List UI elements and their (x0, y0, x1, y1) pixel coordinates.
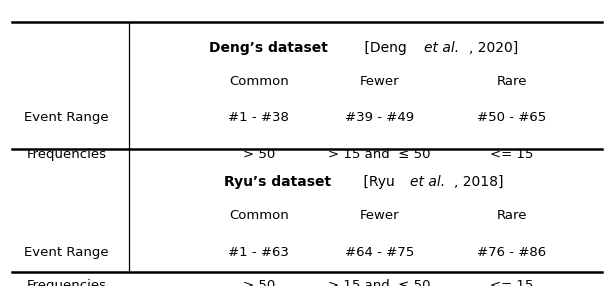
Text: #1 - #38: #1 - #38 (228, 111, 289, 124)
Text: Fewer: Fewer (359, 75, 399, 88)
Text: , 2020]: , 2020] (468, 41, 518, 55)
Text: Event Range: Event Range (24, 111, 109, 124)
Text: > 15 and  ≤ 50: > 15 and ≤ 50 (328, 148, 430, 161)
Text: [Deng: [Deng (360, 41, 411, 55)
Text: Fewer: Fewer (359, 209, 399, 223)
Text: , 2018]: , 2018] (454, 175, 503, 189)
Text: > 50: > 50 (243, 279, 275, 286)
Text: #39 - #49: #39 - #49 (344, 111, 414, 124)
Text: <= 15: <= 15 (490, 148, 534, 161)
Text: > 50: > 50 (243, 148, 275, 161)
Text: Frequencies: Frequencies (26, 148, 106, 161)
Text: Ryu’s dataset: Ryu’s dataset (223, 175, 331, 189)
Text: Common: Common (229, 75, 289, 88)
Text: Event Range: Event Range (24, 246, 109, 259)
Text: #1 - #63: #1 - #63 (228, 246, 289, 259)
Text: #50 - #65: #50 - #65 (477, 111, 546, 124)
Text: Common: Common (229, 209, 289, 223)
Text: #76 - #86: #76 - #86 (477, 246, 546, 259)
Text: <= 15: <= 15 (490, 279, 534, 286)
Text: Frequencies: Frequencies (26, 279, 106, 286)
Text: Rare: Rare (496, 209, 527, 223)
Text: et al.: et al. (410, 175, 445, 189)
Text: #64 - #75: #64 - #75 (344, 246, 414, 259)
Text: > 15 and  ≤ 50: > 15 and ≤ 50 (328, 279, 430, 286)
Text: Rare: Rare (496, 75, 527, 88)
Text: Deng’s dataset: Deng’s dataset (209, 41, 328, 55)
Text: [Ryu: [Ryu (359, 175, 399, 189)
Text: et al.: et al. (424, 41, 459, 55)
